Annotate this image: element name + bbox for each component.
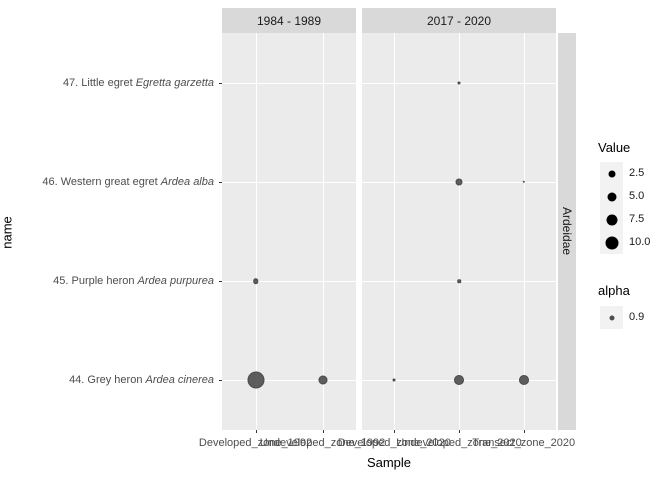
- y-axis-label: 47. Little egret Egretta garzetta: [0, 76, 214, 90]
- x-tick-mark: [523, 430, 525, 433]
- facet-row-strip-label: Ardeidae: [560, 207, 574, 256]
- y-tick-mark: [219, 380, 222, 382]
- gridline-h: [222, 281, 356, 283]
- legend-key-label: 5.0: [629, 190, 645, 202]
- y-axis-label: 45. Purple heron Ardea purpurea: [0, 274, 214, 288]
- legend-size-title: Value: [598, 140, 631, 155]
- x-tick-label: Transect_zone_2020: [472, 437, 576, 449]
- y-tick-mark: [219, 281, 222, 283]
- facet-strip-0: 1984 - 1989: [222, 8, 356, 33]
- data-point: [518, 375, 529, 386]
- facet-strip-1: 2017 - 2020: [362, 8, 556, 33]
- x-tick-label: Developed_zone_1992: [198, 437, 313, 449]
- species-prefix: 45. Purple heron: [53, 275, 138, 288]
- x-tick-mark: [459, 430, 460, 433]
- legend-key-dot: [608, 170, 615, 177]
- data-point: [522, 180, 525, 184]
- panel-1: [362, 33, 556, 430]
- legend-key-dot: [609, 315, 614, 320]
- data-point: [247, 371, 264, 389]
- legend-key-label: 7.5: [629, 213, 645, 225]
- y-axis-title: name: [0, 216, 15, 249]
- gridline-h: [222, 181, 356, 183]
- data-point: [252, 278, 259, 284]
- gridline-v: [459, 33, 460, 430]
- gridline-h: [222, 380, 356, 382]
- species-latin-name: Ardea purpurea: [137, 275, 214, 288]
- x-tick-label: Undeveloped_zone_2020: [396, 437, 522, 449]
- data-point: [457, 81, 461, 85]
- gridline-v: [322, 33, 324, 430]
- species-latin-name: Ardea alba: [160, 175, 214, 188]
- x-axis-title: Sample: [366, 455, 412, 470]
- species-latin-name: Egretta garzetta: [135, 76, 214, 89]
- y-axis-label: 46. Western great egret Ardea alba: [0, 175, 214, 189]
- x-tick-label: Developed_zone_2020: [337, 437, 451, 449]
- legend-alpha-title: alpha: [598, 283, 630, 298]
- legend-key-dot: [605, 236, 618, 249]
- legend-key-dot: [607, 192, 616, 201]
- species-prefix: 46. Western great egret: [42, 175, 161, 188]
- data-point: [454, 375, 464, 386]
- gridline-h: [222, 82, 356, 84]
- legend-key-label: 2.5: [629, 167, 645, 179]
- y-axis-label: 44. Grey heron Ardea cinerea: [0, 373, 214, 387]
- gridline-v: [523, 33, 525, 430]
- species-prefix: 47. Little egret: [62, 76, 136, 89]
- species-latin-name: Ardea cinerea: [145, 374, 215, 387]
- x-tick-mark: [394, 430, 396, 433]
- gridline-v: [255, 33, 257, 430]
- x-tick-mark: [322, 430, 324, 433]
- legend-key-label: 10.0: [629, 236, 651, 248]
- data-point: [455, 178, 463, 186]
- legend-key-dot: [606, 214, 617, 225]
- data-point: [318, 375, 327, 385]
- y-tick-mark: [219, 181, 222, 183]
- panel-0: [222, 33, 356, 430]
- x-tick-mark: [255, 430, 257, 433]
- data-point: [457, 279, 461, 283]
- data-point: [392, 378, 396, 382]
- facet-row-strip: Ardeidae: [558, 33, 576, 430]
- species-prefix: 44. Grey heron: [69, 374, 146, 387]
- x-tick-label: Undeveloped_zone_1992: [259, 437, 386, 449]
- gridline-v: [394, 33, 396, 430]
- y-tick-mark: [219, 82, 222, 84]
- legend-key-label: 0.9: [629, 311, 645, 323]
